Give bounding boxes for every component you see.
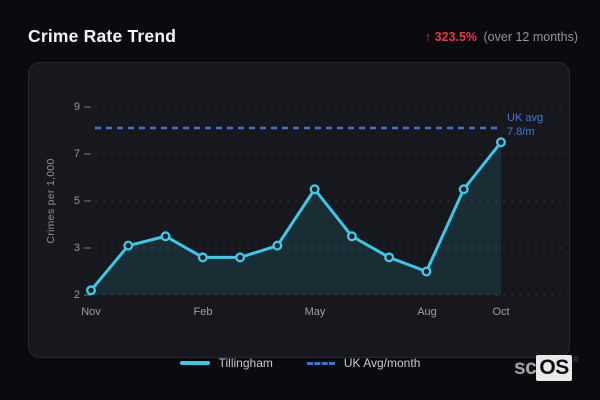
x-tick-oct: Oct <box>492 306 510 318</box>
up-arrow-icon: ↑ <box>425 30 432 44</box>
legend-item-uk-avg[interactable]: UK Avg/month <box>306 356 421 370</box>
x-tick-aug: Aug <box>417 306 437 318</box>
legend-item-tillingham[interactable]: Tillingham <box>179 356 273 370</box>
scos-logo: sc OS ® <box>514 354 579 382</box>
legend-label-tillingham: Tillingham <box>218 356 273 370</box>
y-tick-7: 7 <box>73 147 80 160</box>
y-tick-2: 2 <box>73 288 80 301</box>
chart-legend: Tillingham UK Avg/month <box>0 354 600 372</box>
x-tick-nov: Nov <box>81 306 101 318</box>
trend-stat-caption: (over 12 months) <box>483 30 578 44</box>
uk-avg-annotation-line2: 7.8/m <box>507 126 535 138</box>
y-tick-5: 5 <box>73 194 80 207</box>
uk-avg-dash-swatch <box>306 361 335 365</box>
y-axis-title: Crimes per 1,000 <box>45 158 57 244</box>
registered-trademark-icon: ® <box>572 354 579 364</box>
tillingham-line-swatch <box>179 361 210 365</box>
x-tick-feb: Feb <box>193 306 213 318</box>
scos-logo-core: OS <box>536 355 572 381</box>
scos-logo-prefix: sc <box>514 356 537 379</box>
page-title: Crime Rate Trend <box>28 26 177 46</box>
legend-label-uk-avg: UK Avg/month <box>343 356 421 370</box>
uk-avg-annotation-line1: UK avg <box>507 112 544 124</box>
y-tick-3: 3 <box>73 241 80 254</box>
uk-avg-annotation: UK avg 7.8/m <box>507 111 543 139</box>
trend-stat: ↑ 323.5% (over 12 months) <box>425 30 578 44</box>
x-tick-may: May <box>304 306 326 318</box>
y-tick-9: 9 <box>73 100 80 113</box>
trend-stat-value: 323.5% <box>434 30 478 44</box>
